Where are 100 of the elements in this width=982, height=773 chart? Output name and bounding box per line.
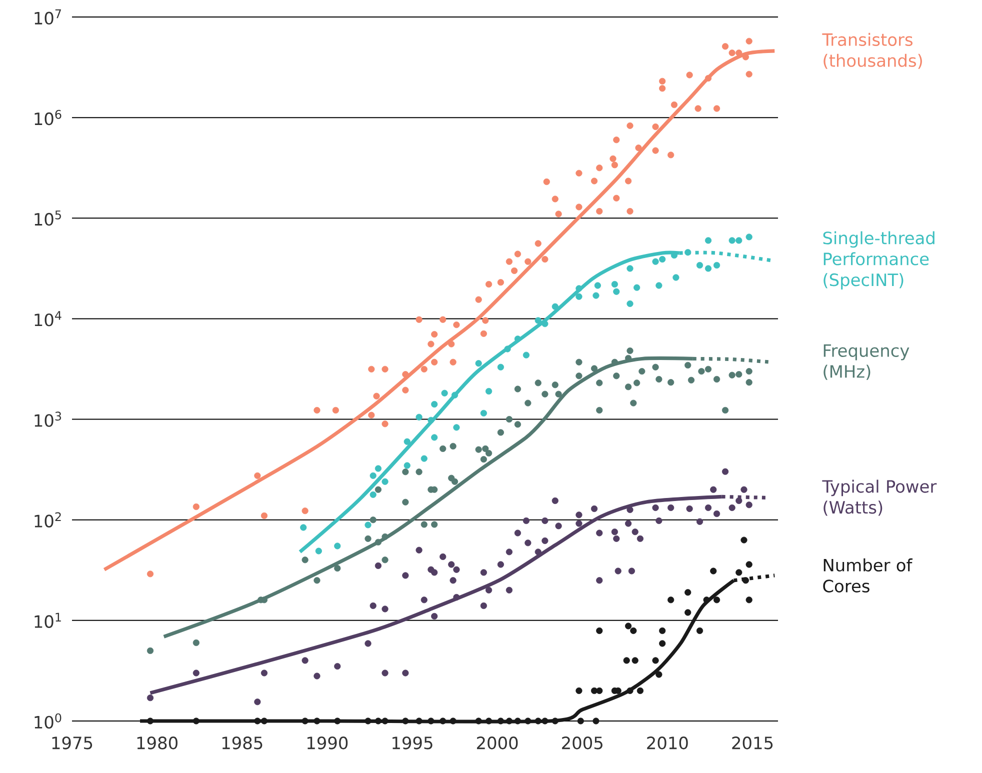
point (486, 718, 492, 724)
point (634, 284, 640, 291)
y-tick-label: 10$^{2}$ (34, 512, 61, 528)
point (441, 390, 448, 396)
point (416, 718, 422, 724)
text: Transistors (thousands) (822, 32, 922, 69)
point (656, 671, 662, 678)
point (736, 237, 742, 244)
point (334, 718, 341, 724)
point (668, 596, 674, 604)
point (710, 568, 717, 574)
x-tick-label: 1990 (307, 736, 348, 750)
point (713, 262, 720, 269)
point (480, 410, 487, 416)
point (506, 718, 513, 724)
text: Single-thread Performance (SpecINT) (823, 231, 934, 290)
point (684, 249, 692, 256)
point (704, 237, 712, 244)
point (504, 346, 511, 352)
point (524, 718, 532, 724)
point (475, 360, 482, 367)
point (740, 536, 748, 544)
point (659, 627, 666, 634)
point (659, 256, 666, 263)
point (652, 657, 659, 664)
point (632, 657, 638, 664)
point (450, 718, 456, 724)
point (542, 718, 548, 724)
point (260, 718, 268, 724)
point (514, 718, 522, 724)
point (404, 462, 410, 469)
point (522, 352, 530, 358)
point (596, 627, 603, 634)
y-tick-label: 10$^{3}$ (34, 412, 62, 427)
point (576, 293, 582, 300)
point (613, 288, 620, 295)
point (440, 718, 446, 724)
point (611, 280, 618, 288)
y-tick-label: 10$^{0}$ (34, 713, 62, 729)
point (636, 687, 644, 694)
point (672, 274, 680, 281)
point (625, 622, 632, 630)
point (552, 303, 558, 310)
x-tick-label: 1985 (222, 736, 262, 750)
point (315, 548, 322, 554)
point (659, 640, 666, 647)
point (416, 414, 422, 420)
point (302, 718, 308, 724)
point (431, 400, 438, 408)
point (630, 627, 637, 634)
y-tick-label: 10$^{7}$ (34, 9, 61, 25)
y-tick-label: 10$^{6}$ (34, 110, 62, 126)
point (577, 718, 584, 724)
point (594, 282, 601, 289)
point (382, 478, 388, 485)
point (656, 282, 662, 289)
point (374, 718, 382, 724)
point (497, 718, 504, 724)
point (652, 258, 659, 265)
point (300, 524, 307, 531)
point (374, 465, 382, 472)
point (431, 434, 438, 441)
point (402, 718, 409, 724)
text: Frequency (MHz) (824, 344, 910, 380)
point (736, 569, 742, 576)
point (684, 589, 692, 596)
point (404, 438, 410, 445)
point (370, 491, 376, 498)
point (576, 285, 582, 292)
point (742, 577, 749, 584)
point (451, 392, 458, 398)
y-tick-label: 10$^{5}$ (34, 210, 61, 226)
point (596, 687, 603, 694)
point (192, 718, 200, 724)
point (552, 718, 558, 724)
point (314, 718, 320, 724)
point (370, 472, 376, 479)
y-tick-label: 10$^{1}$ (34, 612, 61, 628)
point (592, 718, 600, 724)
point (746, 561, 752, 568)
y-tick-label: 10$^{4}$ (34, 311, 62, 326)
point (576, 687, 582, 694)
point (684, 609, 692, 616)
point (497, 364, 504, 370)
x-tick-label: 1975 (52, 736, 92, 750)
point (746, 234, 752, 240)
point (146, 718, 154, 724)
point (696, 627, 704, 634)
point (626, 687, 634, 694)
point (486, 388, 492, 395)
text: Typical Power (Watts) (822, 480, 937, 516)
point (703, 596, 710, 604)
point (592, 292, 600, 299)
point (746, 596, 752, 604)
point (704, 265, 712, 272)
point (382, 718, 388, 724)
point (534, 317, 542, 324)
point (696, 262, 704, 269)
point (428, 416, 434, 424)
point (453, 424, 460, 431)
